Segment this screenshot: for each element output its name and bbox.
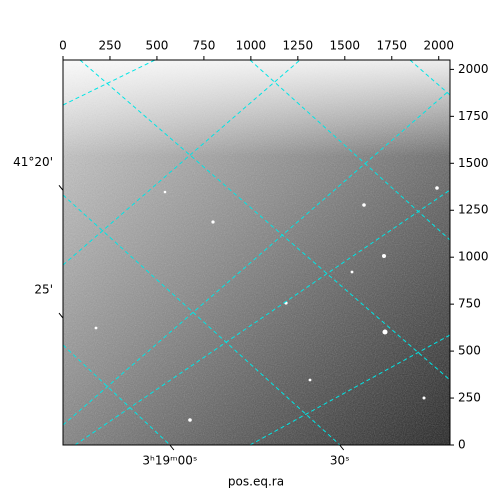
y-tick-label: 2000 bbox=[458, 62, 489, 76]
y-tick-label: 750 bbox=[458, 297, 481, 311]
x-tick-label: 500 bbox=[145, 39, 168, 53]
dec-tick bbox=[58, 312, 64, 319]
x-tick-label: 250 bbox=[99, 39, 122, 53]
x-tick-label: 750 bbox=[192, 39, 215, 53]
x-tick-label: 1250 bbox=[283, 39, 314, 53]
dec-tick bbox=[58, 185, 64, 191]
ra-tick bbox=[169, 444, 175, 451]
x-tick-label: 0 bbox=[59, 39, 67, 53]
ra-tick-label: 3ʰ19ᵐ00ˢ bbox=[142, 454, 197, 468]
x-tick-label: 2000 bbox=[423, 39, 454, 53]
x-tick-label: 1500 bbox=[330, 39, 361, 53]
x-tick-label: 1750 bbox=[376, 39, 407, 53]
axes-frame bbox=[62, 59, 451, 446]
x-axis-label: pos.eq.ra bbox=[228, 475, 284, 489]
x-tick-label: 1000 bbox=[236, 39, 267, 53]
y-tick-label: 1000 bbox=[458, 250, 489, 264]
sky-image bbox=[63, 60, 450, 445]
y-tick-label: 1750 bbox=[458, 109, 489, 123]
ra-tick bbox=[339, 444, 345, 451]
dec-tick-label: 41°20' bbox=[13, 155, 53, 169]
ra-tick-label: 30ˢ bbox=[330, 454, 350, 468]
y-tick-label: 500 bbox=[458, 344, 481, 358]
y-tick-label: 250 bbox=[458, 391, 481, 405]
y-tick-label: 1250 bbox=[458, 203, 489, 217]
y-tick-label: 0 bbox=[458, 438, 466, 452]
coordinate-grid bbox=[63, 60, 450, 445]
dec-tick-label: 25' bbox=[34, 283, 53, 297]
y-tick-label: 1500 bbox=[458, 156, 489, 170]
